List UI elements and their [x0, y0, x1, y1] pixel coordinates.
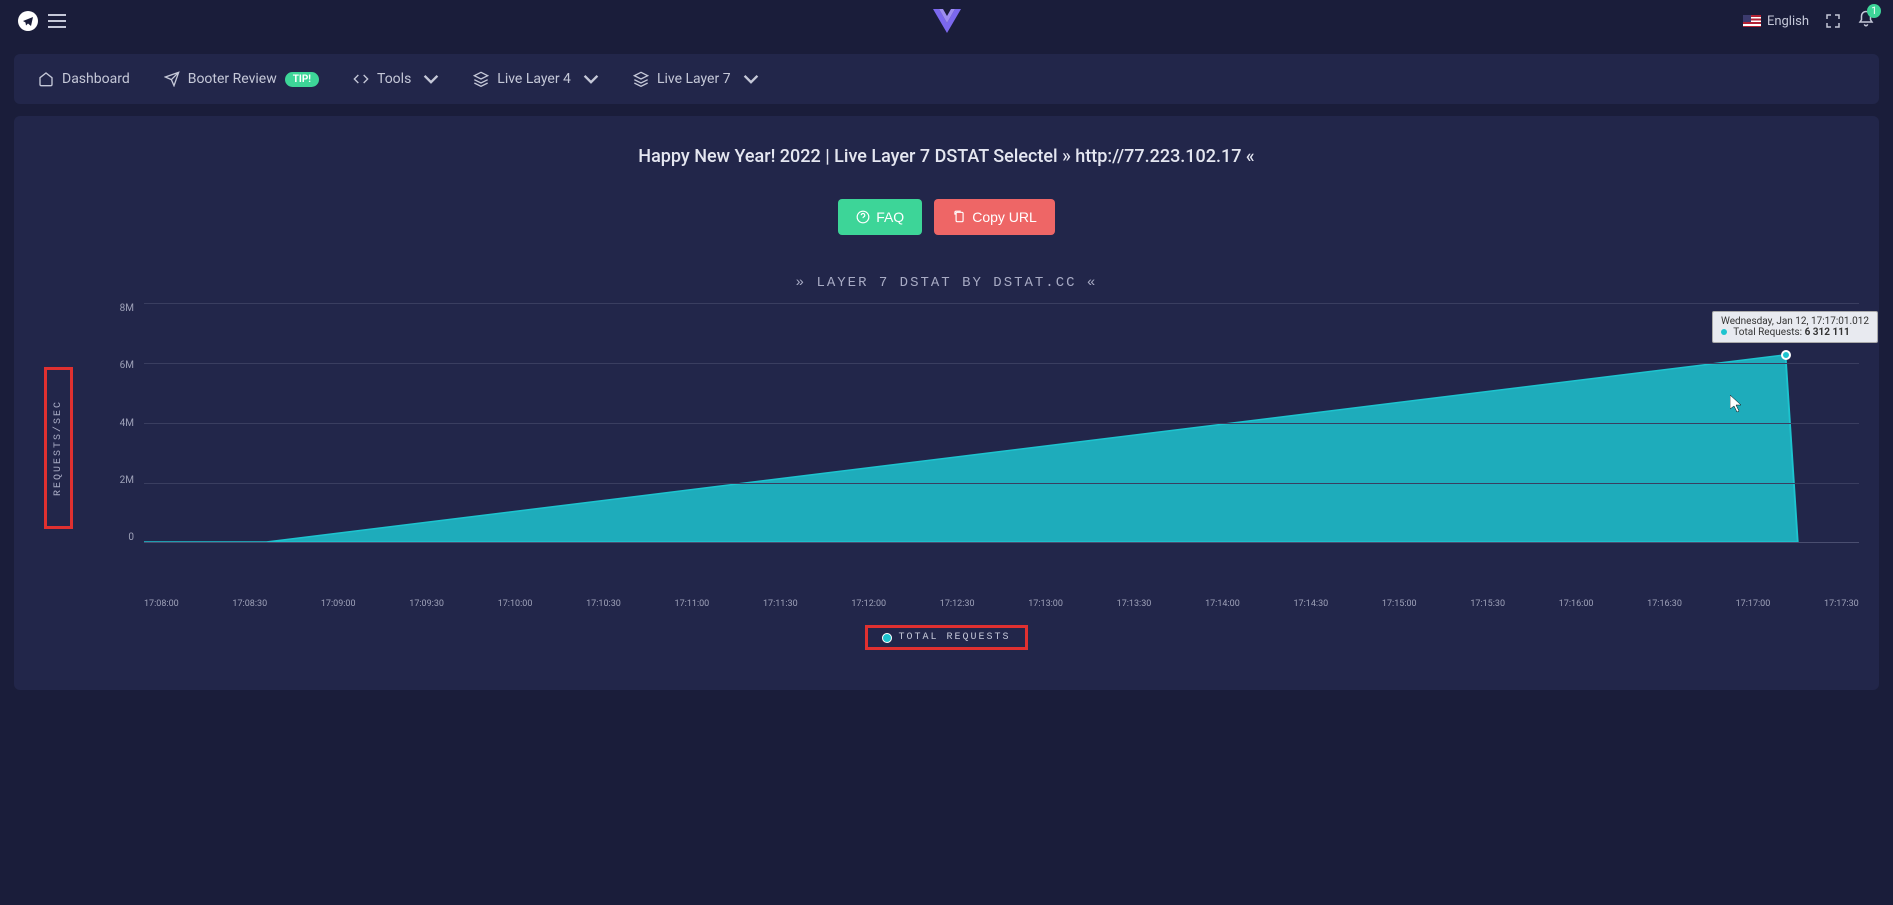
x-tick: 17:13:00 [1028, 599, 1063, 609]
us-flag-icon [1743, 15, 1761, 27]
x-tick: 17:09:30 [409, 599, 444, 609]
button-row: FAQ Copy URL [34, 199, 1859, 235]
nav-live-layer-7-label: Live Layer 7 [657, 71, 731, 87]
y-tick: 2M [120, 475, 134, 486]
page-title: Happy New Year! 2022 | Live Layer 7 DSTA… [34, 146, 1859, 167]
chevron-down-icon [583, 71, 599, 87]
x-tick: 17:17:30 [1824, 599, 1859, 609]
tip-badge: TIP! [285, 72, 319, 87]
language-selector[interactable]: English [1743, 14, 1809, 29]
copy-url-button-label: Copy URL [972, 209, 1037, 225]
notification-badge: 1 [1867, 4, 1881, 18]
y-axis-ticks: 8M 6M 4M 2M 0 [34, 303, 144, 543]
chart-data-marker [1781, 350, 1791, 360]
x-axis-ticks: 17:08:00 17:08:30 17:09:00 17:09:30 17:10:00… [144, 599, 1859, 609]
nav-booter-review[interactable]: Booter Review TIP! [164, 71, 319, 87]
gridline [144, 483, 1859, 484]
navbar: Dashboard Booter Review TIP! Tools Live … [14, 54, 1879, 104]
legend-label: Total Requests [898, 632, 1010, 643]
gridline [144, 303, 1859, 304]
x-tick: 17:17:00 [1736, 599, 1771, 609]
topbar-right: English 1 [1743, 10, 1875, 32]
x-tick: 17:12:30 [940, 599, 975, 609]
gridline [144, 363, 1859, 364]
x-tick: 17:08:00 [144, 599, 179, 609]
gridline [144, 423, 1859, 424]
legend-series-dot [882, 633, 892, 643]
layers-icon [633, 71, 649, 87]
chart-tooltip: Wednesday, Jan 12, 17:17:01.012 Total Re… [1712, 311, 1878, 343]
chevron-down-icon [423, 71, 439, 87]
x-tick: 17:16:30 [1647, 599, 1682, 609]
y-tick: 8M [120, 303, 134, 314]
send-icon [164, 71, 180, 87]
topbar-left [18, 11, 66, 31]
x-tick: 17:14:00 [1205, 599, 1240, 609]
nav-booter-review-label: Booter Review [188, 71, 277, 87]
tooltip-timestamp: Wednesday, Jan 12, 17:17:01.012 [1721, 316, 1869, 327]
x-tick: 17:15:30 [1470, 599, 1505, 609]
help-icon [856, 210, 870, 224]
nav-dashboard[interactable]: Dashboard [38, 71, 130, 87]
y-tick: 0 [128, 532, 134, 543]
x-tick: 17:10:00 [498, 599, 533, 609]
logo[interactable] [933, 9, 961, 33]
y-tick: 6M [120, 360, 134, 371]
x-tick: 17:09:00 [321, 599, 356, 609]
layers-icon [473, 71, 489, 87]
chart-title: » Layer 7 DStat by DSTAT.CC « [34, 275, 1859, 291]
chart: Requests/sec 8M6M4M2M0 Wednesday, Jan 12… [34, 303, 1859, 593]
code-icon [353, 71, 369, 87]
nav-tools[interactable]: Tools [353, 71, 439, 87]
chart-plot-area[interactable]: Wednesday, Jan 12, 17:17:01.012 Total Re… [144, 303, 1859, 543]
x-tick: 17:14:30 [1293, 599, 1328, 609]
chevron-down-icon [743, 71, 759, 87]
menu-icon[interactable] [48, 14, 66, 28]
x-tick: 17:15:00 [1382, 599, 1417, 609]
chart-legend-highlight: Total Requests [865, 625, 1027, 650]
nav-dashboard-label: Dashboard [62, 71, 130, 87]
tooltip-value: 6 312 111 [1805, 327, 1850, 338]
x-tick: 17:08:30 [232, 599, 267, 609]
home-icon [38, 71, 54, 87]
x-tick: 17:13:30 [1117, 599, 1152, 609]
tooltip-series-dot [1721, 329, 1727, 335]
y-tick: 4M [120, 418, 134, 429]
language-label: English [1767, 14, 1809, 29]
notifications-button[interactable]: 1 [1857, 10, 1875, 32]
x-tick: 17:11:00 [675, 599, 710, 609]
main-card: Happy New Year! 2022 | Live Layer 7 DSTA… [14, 116, 1879, 690]
topbar: English 1 [0, 0, 1893, 42]
x-tick: 17:12:00 [851, 599, 886, 609]
nav-live-layer-4[interactable]: Live Layer 4 [473, 71, 599, 87]
faq-button-label: FAQ [876, 209, 904, 225]
x-tick: 17:11:30 [763, 599, 798, 609]
telegram-icon[interactable] [18, 11, 38, 31]
x-tick: 17:16:00 [1559, 599, 1594, 609]
faq-button[interactable]: FAQ [838, 199, 922, 235]
copy-url-button[interactable]: Copy URL [934, 199, 1055, 235]
nav-live-layer-7[interactable]: Live Layer 7 [633, 71, 759, 87]
clipboard-icon [952, 210, 966, 224]
nav-tools-label: Tools [377, 71, 411, 87]
tooltip-label: Total Requests: [1733, 327, 1802, 338]
nav-live-layer-4-label: Live Layer 4 [497, 71, 571, 87]
x-tick: 17:10:30 [586, 599, 621, 609]
fullscreen-icon[interactable] [1825, 13, 1841, 29]
